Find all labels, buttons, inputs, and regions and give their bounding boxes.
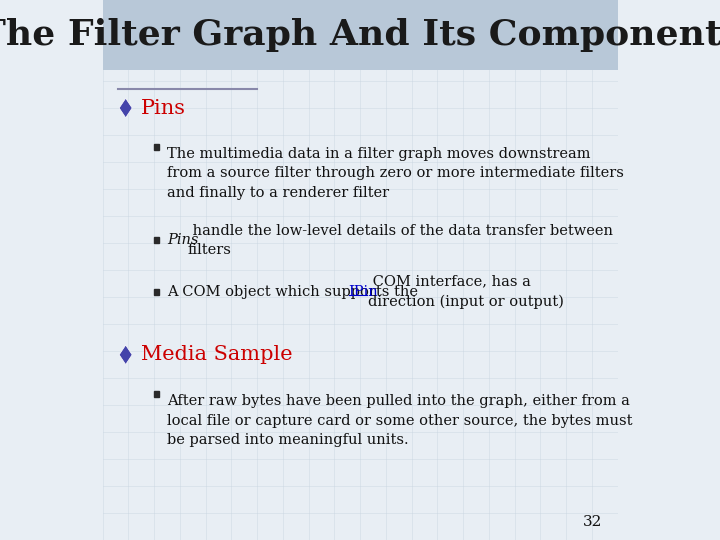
FancyBboxPatch shape: [102, 0, 618, 70]
Polygon shape: [154, 289, 159, 294]
Text: Pins: Pins: [167, 233, 198, 247]
Polygon shape: [120, 345, 132, 364]
Polygon shape: [154, 144, 159, 150]
Text: A COM object which supports the: A COM object which supports the: [167, 285, 423, 299]
Text: IPin: IPin: [348, 285, 379, 299]
Polygon shape: [120, 98, 132, 118]
Text: Media Sample: Media Sample: [141, 345, 293, 364]
Polygon shape: [154, 238, 159, 243]
Text: Pins: Pins: [141, 98, 186, 118]
Text: 32: 32: [582, 515, 602, 529]
Text: handle the low-level details of the data transfer between
filters: handle the low-level details of the data…: [188, 224, 613, 257]
Text: After raw bytes have been pulled into the graph, either from a
local file or cap: After raw bytes have been pulled into th…: [167, 394, 632, 447]
Text: COM interface, has a
direction (input or output): COM interface, has a direction (input or…: [368, 274, 564, 309]
Text: The Filter Graph And Its Components: The Filter Graph And Its Components: [0, 18, 720, 52]
Polygon shape: [154, 392, 159, 397]
Text: The multimedia data in a filter graph moves downstream
from a source filter thro: The multimedia data in a filter graph mo…: [167, 147, 624, 200]
